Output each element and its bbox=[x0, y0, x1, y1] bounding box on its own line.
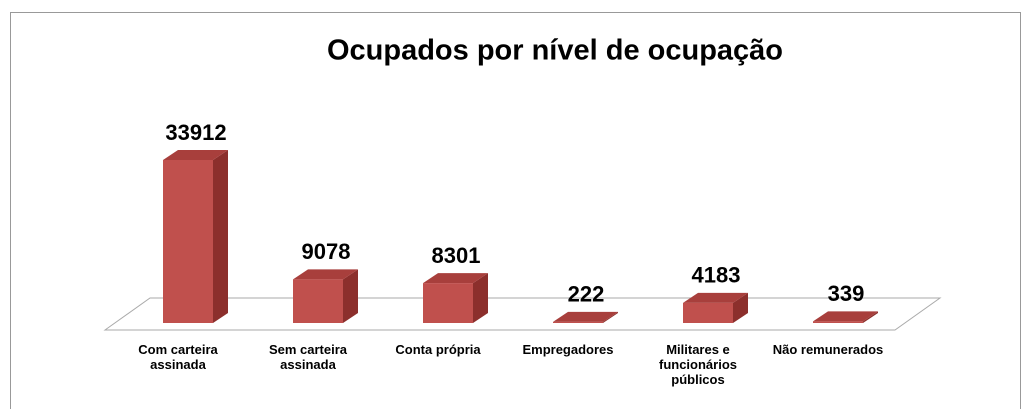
bar-front bbox=[163, 160, 213, 323]
value-label: 339 bbox=[828, 281, 865, 306]
bar-side bbox=[343, 269, 358, 323]
bar bbox=[813, 311, 878, 323]
bar-front bbox=[683, 302, 733, 323]
bar-side bbox=[863, 311, 878, 323]
bar-top bbox=[813, 311, 878, 322]
frame bbox=[10, 12, 1021, 409]
value-label: 9078 bbox=[302, 239, 351, 264]
bar-front bbox=[293, 279, 343, 323]
bar-side bbox=[473, 273, 488, 323]
bar-top bbox=[163, 150, 228, 160]
x-tick-label: Conta própria bbox=[395, 342, 481, 357]
x-tick-label: Não remunerados bbox=[772, 342, 884, 357]
bar bbox=[683, 292, 748, 323]
bar-side bbox=[603, 311, 618, 323]
x-tick-label: Sem carteira assinada bbox=[268, 342, 348, 372]
chart-title: Ocupados por nível de ocupação bbox=[327, 35, 783, 67]
bar-top bbox=[553, 311, 618, 322]
bar-side bbox=[733, 292, 748, 323]
bar-top bbox=[423, 273, 488, 284]
floor bbox=[103, 297, 942, 331]
bar-side bbox=[213, 150, 228, 323]
x-tick-label: Empregadores bbox=[522, 342, 614, 357]
value-label: 33912 bbox=[165, 120, 226, 145]
value-label: 8301 bbox=[432, 243, 481, 268]
bar bbox=[423, 273, 488, 323]
bar-front bbox=[423, 283, 473, 323]
bar-front bbox=[553, 321, 603, 323]
bar-top bbox=[293, 269, 358, 280]
bar bbox=[553, 311, 618, 323]
value-label: 222 bbox=[568, 282, 605, 307]
value-label: 4183 bbox=[692, 263, 741, 288]
x-tick-label: Com carteira assinada bbox=[138, 342, 218, 372]
bar-top bbox=[683, 292, 748, 303]
bar-front bbox=[813, 321, 863, 323]
x-tick-label: Militares e funcionários públicos bbox=[658, 342, 737, 387]
bar bbox=[163, 150, 228, 323]
bar bbox=[293, 269, 358, 323]
